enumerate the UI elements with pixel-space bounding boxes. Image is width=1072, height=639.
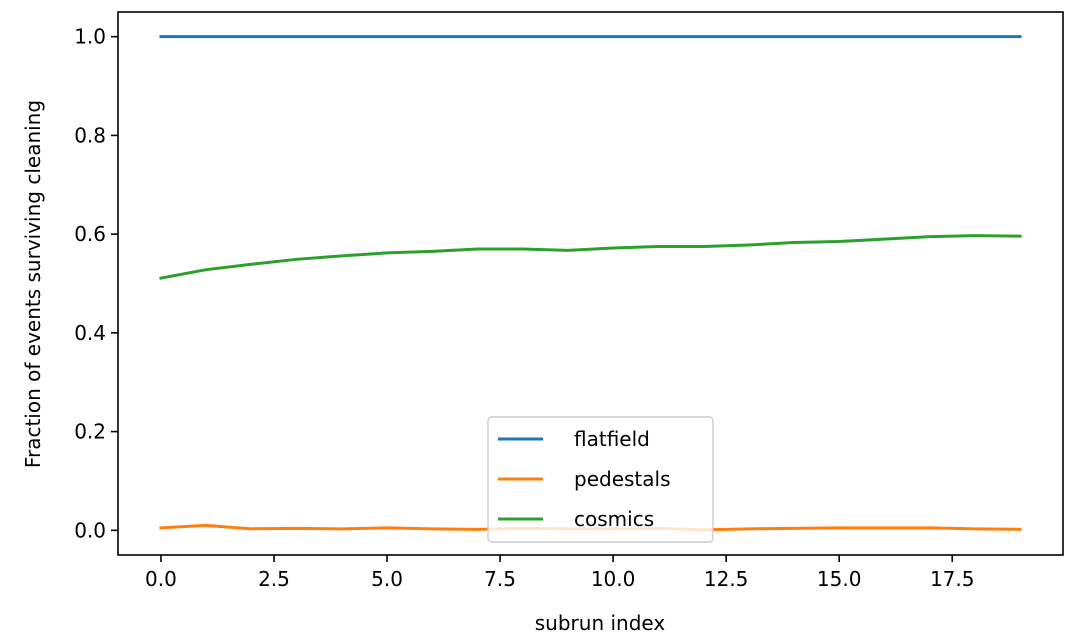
x-tick-label: 7.5 (484, 567, 516, 591)
x-tick-label: 0.0 (145, 567, 177, 591)
y-tick-label: 1.0 (74, 25, 106, 49)
legend-box (487, 416, 714, 543)
x-tick-label: 2.5 (258, 567, 290, 591)
y-tick-label: 0.2 (74, 420, 106, 444)
x-tick-label: 15.0 (817, 567, 862, 591)
series-line-cosmics (159, 234, 1022, 280)
y-tick-label: 0.8 (74, 123, 106, 147)
x-axis-label: subrun index (535, 611, 666, 635)
legend-label-flatfield: flatfield (574, 427, 650, 451)
y-tick-label: 0.4 (74, 321, 106, 345)
y-axis: 0.0 0.2 0.4 0.6 0.8 1.0 (74, 25, 118, 542)
y-axis-label: Fraction of events surviving cleaning (21, 100, 45, 468)
x-axis: 0.0 2.5 5.0 7.5 10.0 12.5 15.0 17.5 (145, 555, 974, 591)
x-tick-label: 5.0 (371, 567, 403, 591)
legend: flatfield pedestals cosmics (487, 416, 714, 543)
x-tick-label: 10.0 (591, 567, 636, 591)
plot-frame (117, 11, 1064, 556)
x-tick-label: 17.5 (930, 567, 975, 591)
y-tick-label: 0.6 (74, 222, 106, 246)
x-tick-label: 12.5 (704, 567, 749, 591)
y-tick-label: 0.0 (74, 518, 106, 542)
legend-label-pedestals: pedestals (574, 467, 671, 491)
legend-label-cosmics: cosmics (574, 507, 654, 531)
